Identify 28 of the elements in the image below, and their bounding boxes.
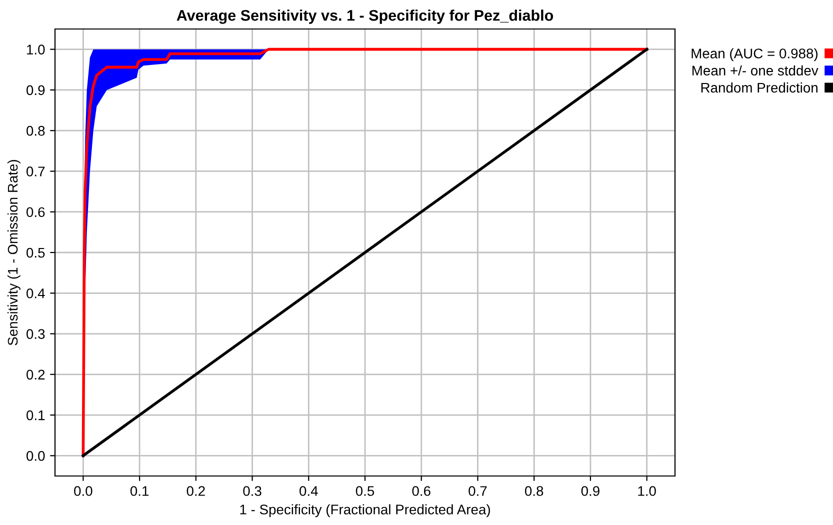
x-tick-label: 0.3 bbox=[243, 486, 262, 496]
x-tick-label: 0.6 bbox=[412, 486, 430, 496]
x-axis-title: 1 - Specificity (Fractional Predicted Area) bbox=[240, 504, 490, 518]
legend-label: Mean (AUC = 0.988) bbox=[692, 48, 818, 62]
y-tick-label: 0.7 bbox=[26, 166, 45, 176]
chart-title: Average Sensitivity vs. 1 - Specificity for Pez_diablo bbox=[176, 10, 554, 24]
y-tick-label: 0.1 bbox=[26, 410, 45, 420]
x-tick-label: 0.1 bbox=[130, 486, 149, 496]
y-tick-label: 0.3 bbox=[26, 329, 45, 339]
x-tick-label: 0.2 bbox=[186, 486, 205, 496]
x-tick-label: 0.8 bbox=[524, 486, 544, 496]
x-tick-label: 0.4 bbox=[300, 486, 318, 496]
y-tick-label: 1.0 bbox=[27, 44, 45, 54]
x-tick-label: 0.7 bbox=[468, 486, 487, 496]
y-tick-label: 0.9 bbox=[26, 85, 45, 96]
y-tick-label: 0.2 bbox=[26, 370, 45, 380]
y-tick-label: 0.8 bbox=[26, 126, 45, 136]
y-tick-label: 0.4 bbox=[26, 288, 45, 298]
y-tick-label: 0.6 bbox=[26, 207, 45, 218]
x-tick-label: 0.5 bbox=[356, 486, 374, 496]
legend-label: Mean +/- one stddev bbox=[692, 65, 818, 76]
y-tick-label: 0.5 bbox=[26, 248, 45, 258]
y-axis-title: Sensitivity (1 - Omission Rate) bbox=[7, 160, 20, 346]
legend-label: Random Prediction bbox=[701, 82, 818, 93]
y-tick-label: 0.0 bbox=[26, 451, 45, 461]
x-tick-label: 1.0 bbox=[638, 486, 656, 496]
x-tick-label: 0.0 bbox=[74, 486, 92, 496]
x-tick-label: 0.9 bbox=[581, 486, 600, 496]
